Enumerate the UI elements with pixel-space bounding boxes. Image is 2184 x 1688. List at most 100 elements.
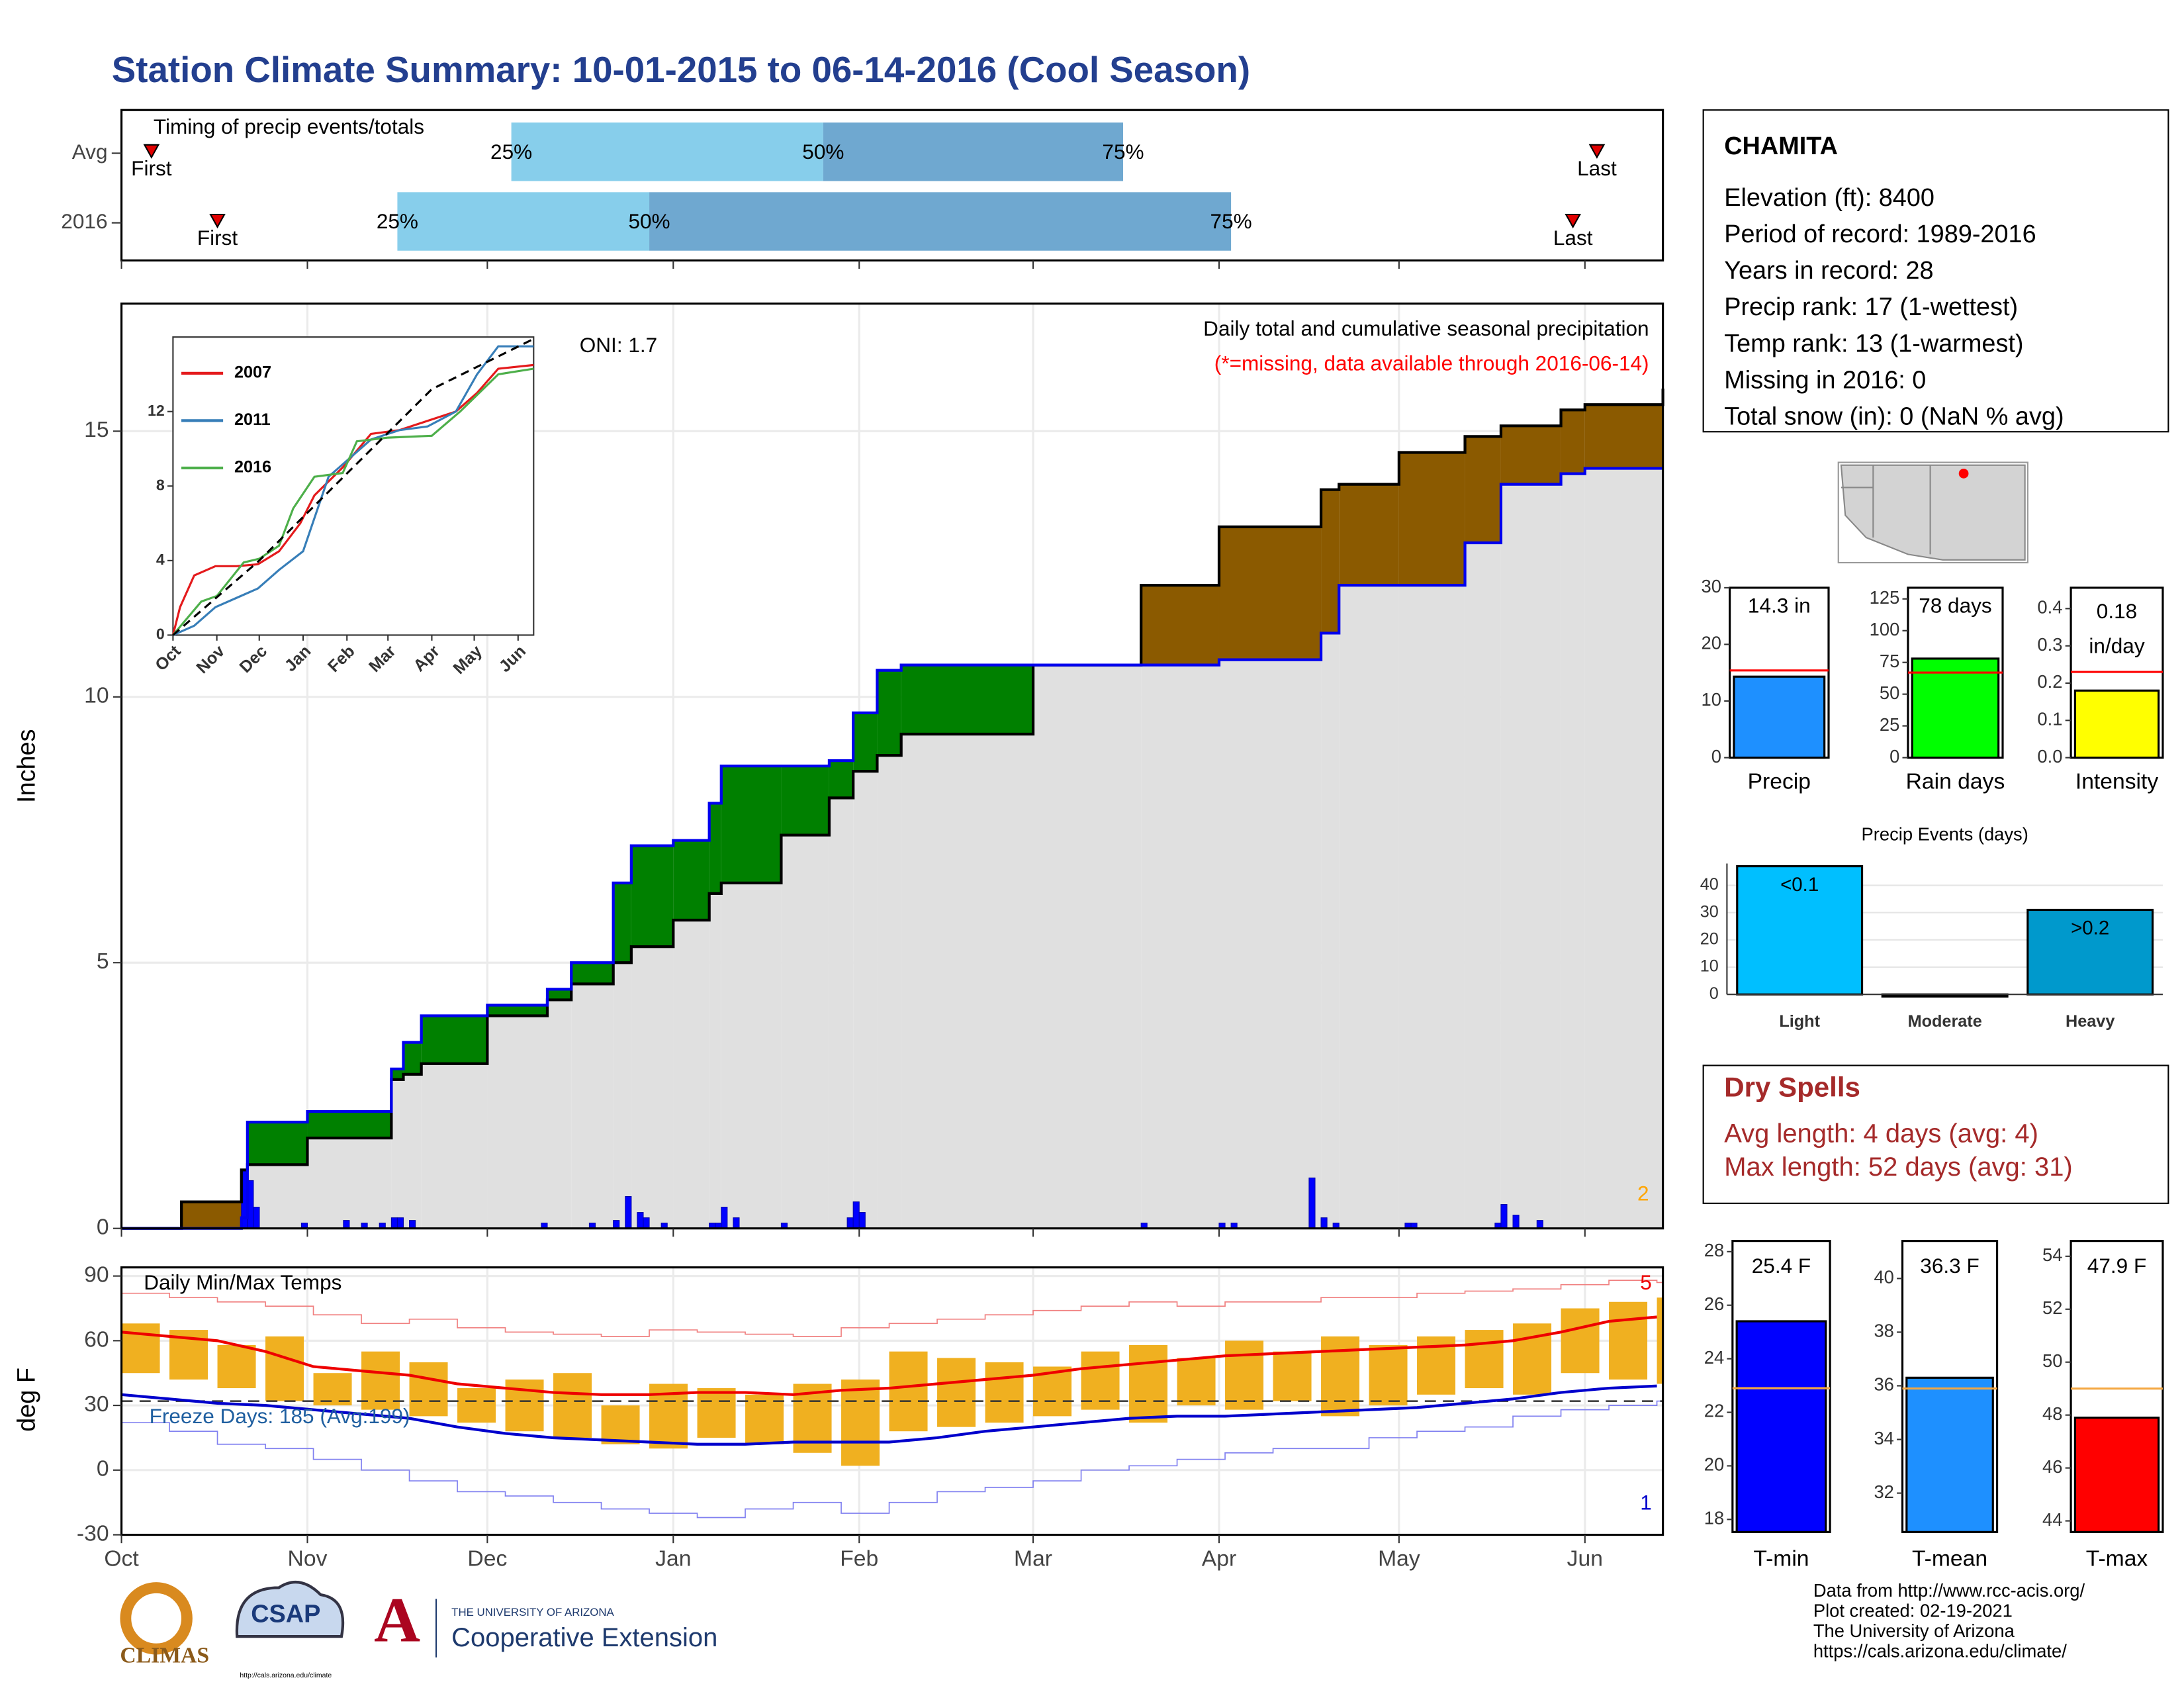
base-area: [1141, 665, 1219, 1229]
x-tick-label: Dec: [467, 1546, 507, 1571]
extension-text: Cooperative Extension: [451, 1623, 717, 1652]
temp-range-bar: [745, 1394, 784, 1444]
station-line: Temp rank: 13 (1-warmest): [1724, 330, 2023, 357]
y-tick-label: 0: [1711, 746, 1721, 767]
event-label: Last: [1577, 156, 1617, 180]
difference-area: [571, 962, 614, 984]
ua-logo: A: [374, 1585, 420, 1656]
category-label: Intensity: [2075, 769, 2159, 794]
difference-area: [613, 882, 631, 963]
difference-area: [1465, 436, 1501, 543]
bar: [1736, 865, 1864, 996]
temp-range-bar: [1177, 1358, 1216, 1406]
row-label: Avg: [72, 140, 108, 164]
bar: [1911, 657, 2000, 759]
cumulative-line: [121, 389, 1664, 1230]
event-marker: [209, 213, 226, 229]
base-area: [421, 1063, 488, 1229]
difference-area: [709, 803, 721, 894]
daily-bar: [637, 1212, 644, 1229]
temp-range-bar: [1321, 1336, 1360, 1417]
y-tick-label: 25: [1880, 714, 1899, 735]
daily-bar: [396, 1217, 404, 1229]
x-tick-label: Light: [1779, 1012, 1820, 1031]
inset-line: [172, 338, 535, 636]
y-tick-label: 26: [1704, 1293, 1724, 1314]
climas-logo: [120, 1582, 193, 1655]
difference-area: [673, 840, 709, 921]
timing-title: Timing of precip events/totals: [154, 115, 424, 138]
daily-bar: [409, 1220, 416, 1229]
daily-bar: [390, 1217, 398, 1229]
temp-range-bar: [697, 1388, 736, 1438]
base-area: [901, 734, 1034, 1229]
temp-range-bar: [457, 1388, 496, 1423]
station-line: Years in record: 28: [1724, 257, 1933, 285]
csap-url: http://cals.arizona.edu/climate: [240, 1671, 332, 1679]
y-tick-label: -30: [77, 1521, 109, 1546]
cumulative-line: [121, 467, 1663, 1230]
temp-range-bar: [1081, 1351, 1120, 1410]
difference-area: [631, 845, 674, 947]
temp-range-bar: [1657, 1297, 1663, 1384]
legend-label: 2016: [234, 458, 271, 477]
bar-label: <0.1: [1780, 874, 1819, 896]
y-tick-label: 20: [1702, 633, 1721, 653]
value-label: 78 days: [1919, 594, 1992, 618]
difference-area: [1398, 452, 1465, 586]
base-area: [781, 835, 829, 1229]
y-tick-label: 18: [1704, 1508, 1724, 1528]
event-marker: [1565, 213, 1581, 229]
map-states: [1840, 464, 2026, 561]
daily-bar: [733, 1217, 740, 1229]
map-borders: [1841, 465, 1931, 555]
record-line: [121, 1280, 1663, 1337]
daily-bar: [1308, 1177, 1316, 1229]
y-tick-label: 12: [148, 402, 165, 419]
freeze-label: Freeze Days: 185 (Avg:199): [150, 1404, 410, 1428]
y-tick-label: 100: [1870, 619, 1900, 639]
difference-area: [307, 1111, 392, 1139]
chart-subtitle: (*=missing, data available through 2016-…: [1214, 352, 1649, 375]
y-tick-label: 34: [1874, 1428, 1893, 1448]
base-area: [307, 1138, 392, 1229]
category-label: T-max: [2086, 1546, 2148, 1571]
y-tick-label: 0: [1709, 984, 1719, 1003]
base-area: [571, 984, 614, 1229]
category-label: T-mean: [1912, 1546, 1987, 1571]
dry-spell-line: Max length: 52 days (avg: 31): [1724, 1152, 2073, 1182]
footer-line: Plot created: 02-19-2021: [1813, 1601, 2013, 1621]
event-marker: [1588, 144, 1606, 159]
quartile-label: 25%: [377, 209, 418, 233]
chart-title: Daily total and cumulative seasonal prec…: [1203, 316, 1649, 340]
daily-bar: [1320, 1217, 1328, 1229]
temp-range-bar: [409, 1362, 448, 1417]
temp-range-bar: [313, 1373, 352, 1406]
base-area: [721, 882, 782, 1229]
base-area: [487, 1015, 547, 1229]
timing-bar: [511, 122, 823, 181]
value-label: 25.4 F: [1752, 1254, 1811, 1278]
daily-bar: [858, 1212, 866, 1229]
y-tick-label: 10: [1702, 689, 1721, 710]
base-area: [1033, 665, 1142, 1229]
mean-line: [121, 1315, 1657, 1396]
station-line: Period of record: 1989-2016: [1724, 220, 2036, 248]
dry-spells-box: [1702, 1064, 2169, 1204]
corner-label: 1: [1640, 1491, 1652, 1515]
footer-line: https://cals.arizona.edu/climate/: [1813, 1641, 2067, 1662]
temp-range-bar: [1369, 1344, 1408, 1406]
event-marker: [143, 144, 160, 159]
y-tick-label: 0.0: [2037, 746, 2062, 767]
base-area: [391, 1079, 404, 1229]
temp-range-bar: [601, 1405, 640, 1444]
temp-range-bar: [1561, 1308, 1600, 1374]
row-label: 2016: [61, 209, 107, 233]
base-area: [1339, 585, 1399, 1229]
daily-bar: [1536, 1220, 1543, 1229]
chart-title: Daily Min/Max Temps: [144, 1270, 341, 1294]
base-area: [829, 798, 854, 1229]
difference-area: [181, 1201, 242, 1229]
difference-area: [901, 665, 1034, 735]
